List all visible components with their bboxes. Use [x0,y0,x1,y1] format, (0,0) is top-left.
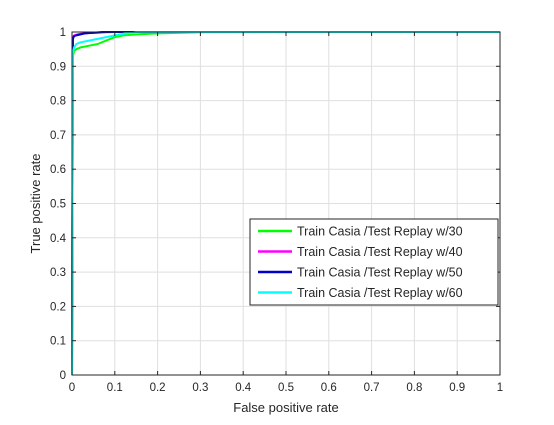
series-line-4 [71,31,500,376]
y-tick-label: 0.2 [50,301,66,313]
x-tick-label: 0.4 [235,382,252,394]
tick-layer: 0 0.1 0.2 0.3 0.4 0.5 0.6 0.7 0.8 0.9 1 0 0.1 0.2 0.3 0… [50,27,503,394]
legend-label-3: Train Casia /Test Replay w/50 [297,266,463,280]
legend-box [249,218,499,306]
x-tick-label: 0.6 [321,382,337,394]
x-axis-label: False positive rate [233,400,339,415]
y-tick-label: 1 [60,27,66,39]
y-tick-label: 0 [60,370,66,382]
legend-label-2: Train Casia /Test Replay w/40 [297,245,463,259]
y-tick-label: 0.1 [50,336,66,348]
x-tick-label: 0.5 [278,382,294,394]
legend-label-4: Train Casia /Test Replay w/60 [297,286,463,300]
y-tick-label: 0.7 [50,130,66,142]
x-tick-label: 0.8 [406,382,422,394]
x-tick-label: 0 [69,382,75,394]
y-axis-label: True positive rate [28,154,43,254]
x-tick-label: 0.2 [150,382,166,394]
y-tick-label: 0.3 [50,267,66,279]
y-tick-label: 0.4 [50,233,67,245]
x-tick-label: 1 [497,382,503,394]
x-tick-label: 0.1 [107,382,123,394]
y-tick-label: 0.8 [50,96,66,108]
x-tick-label: 0.3 [192,382,208,394]
legend: Train Casia /Test Replay w/30 Train Casia… [249,218,499,306]
x-tick-label: 0.7 [364,382,380,394]
y-tick-label: 0.6 [50,164,66,176]
legend-label-1: Train Casia /Test Replay w/30 [297,225,463,239]
y-tick-label: 0.9 [50,61,66,73]
y-tick-label: 0.5 [50,199,66,211]
grid-layer [72,32,500,375]
x-tick-label: 0.9 [449,382,465,394]
